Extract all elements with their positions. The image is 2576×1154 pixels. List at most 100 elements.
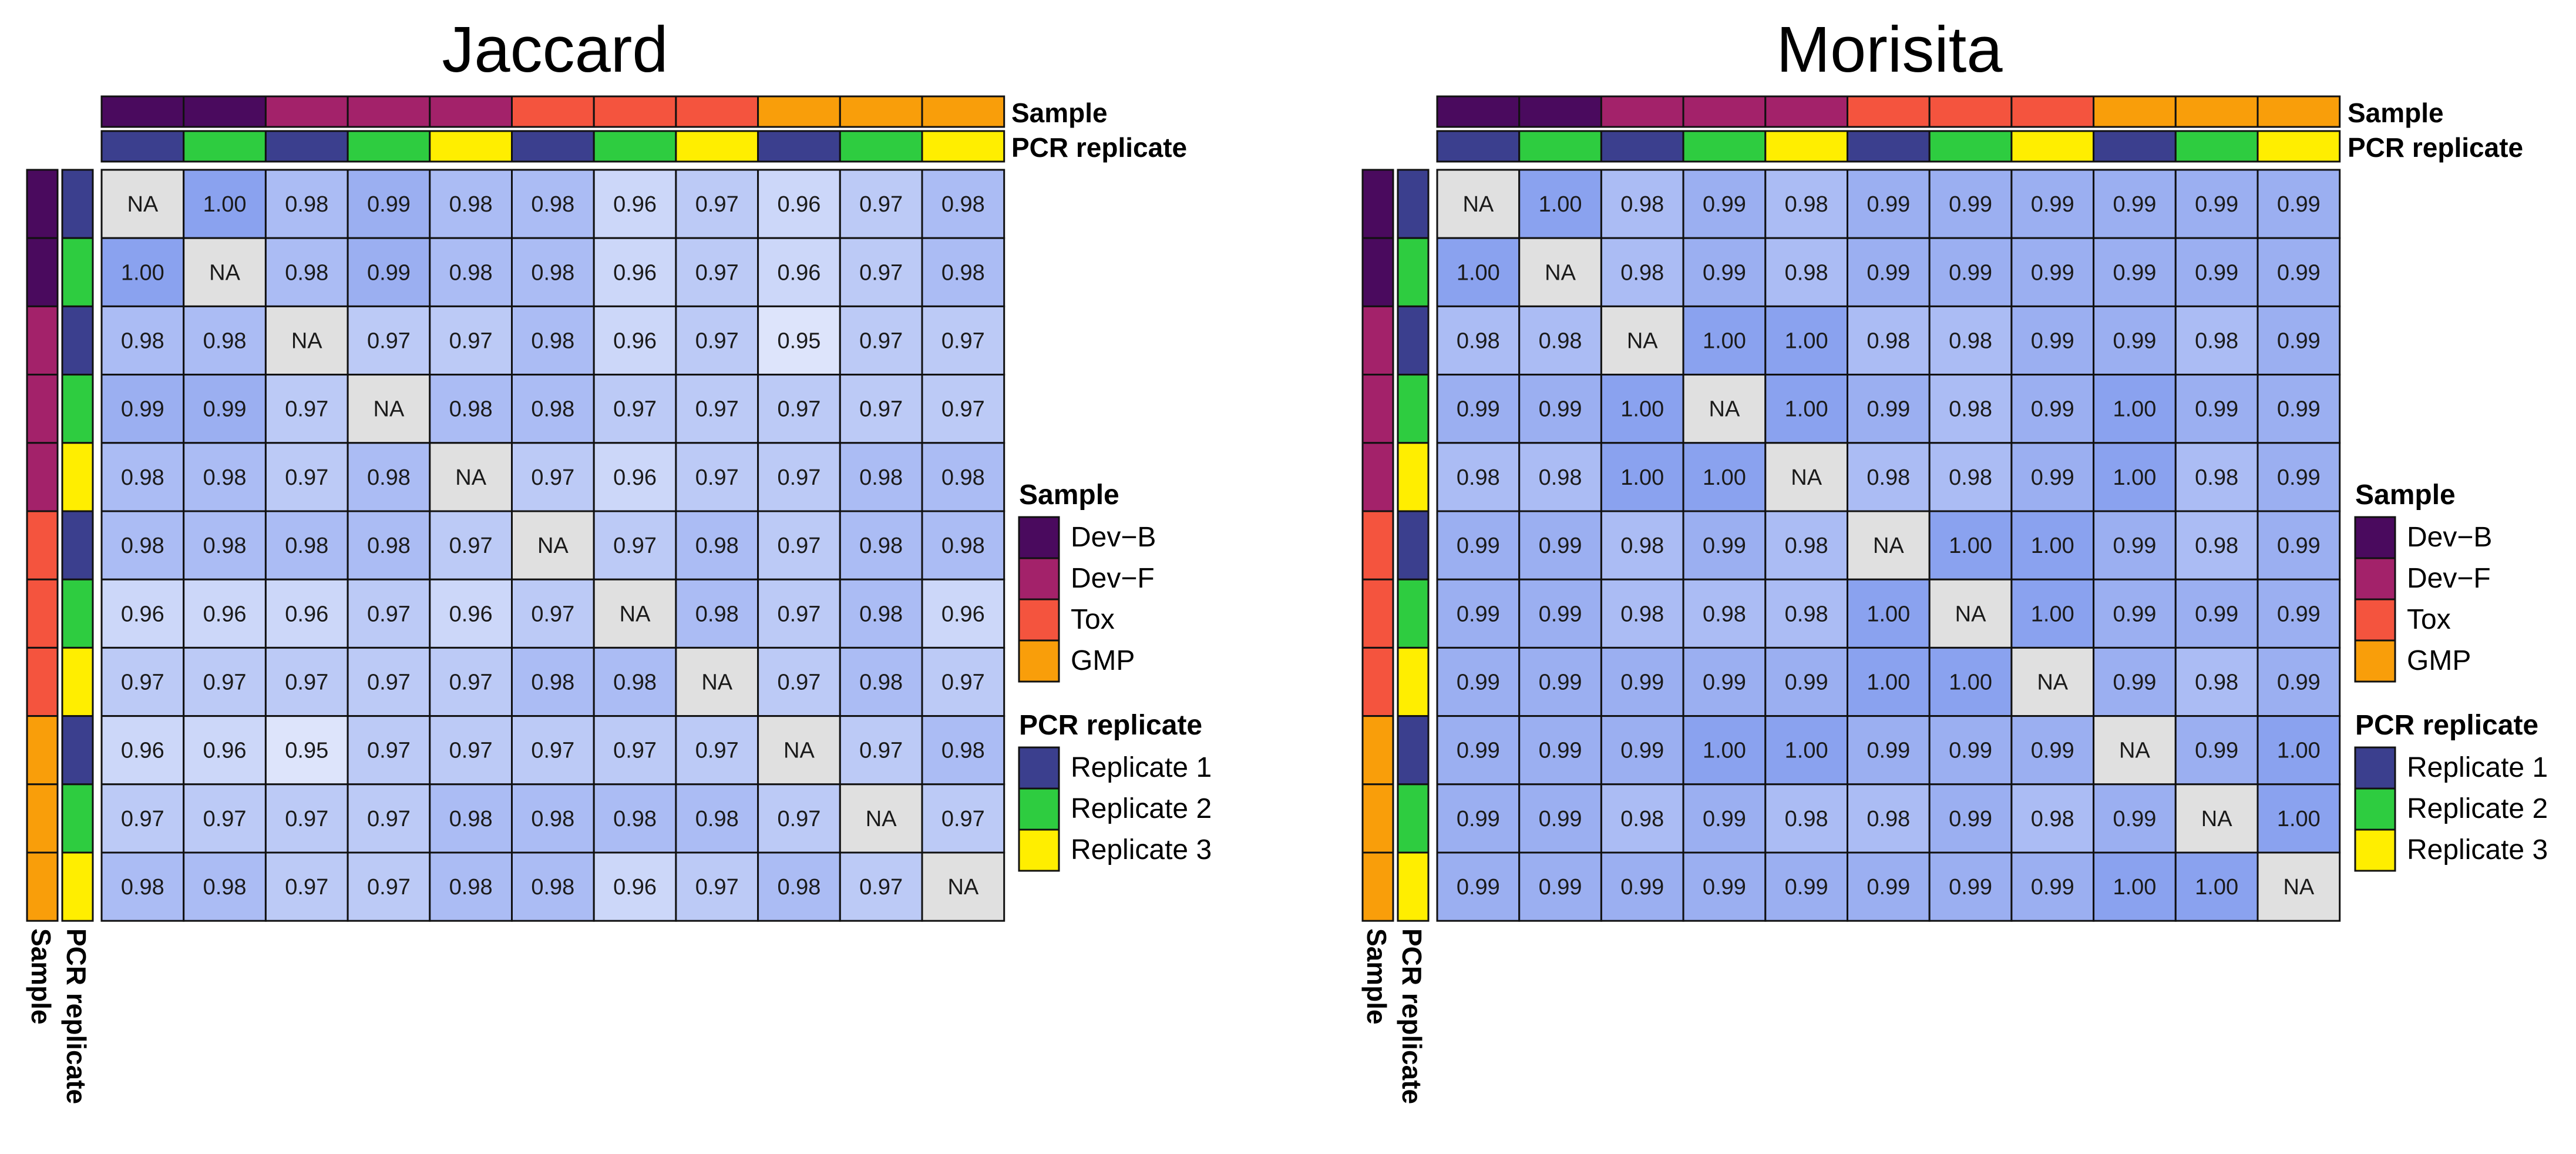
cell-value-label: 0.98	[1785, 534, 1828, 558]
heatmap-cell	[429, 510, 513, 581]
left-pcr-annotation-cell	[61, 510, 94, 581]
cell-value-label: 0.97	[285, 807, 328, 831]
legend-sample-title: Sample	[2355, 479, 2456, 511]
heatmap-cell	[1518, 646, 1602, 717]
heatmap-cell	[1682, 169, 1767, 239]
cell-value-label: 1.00	[1703, 329, 1746, 354]
heatmap-cell	[264, 442, 349, 512]
heatmap-cell	[1436, 715, 1521, 786]
cell-value-label: 0.97	[203, 670, 247, 695]
left-pcr-annotation-cell	[61, 715, 94, 786]
legend-pcr-title: PCR replicate	[2355, 710, 2538, 741]
cell-value-label: 0.95	[285, 739, 328, 763]
cell-value-label: 0.98	[1949, 329, 1992, 354]
cell-value-label: 0.96	[777, 260, 820, 285]
cell-value-label: 0.99	[1949, 739, 1992, 763]
cell-value-label: 0.99	[1539, 534, 1582, 558]
heatmap-cell	[183, 715, 267, 786]
legend-sample-label: Tox	[1071, 604, 1115, 635]
cell-value-label: 0.97	[285, 465, 328, 490]
cell-value-label: 0.99	[1703, 807, 1746, 831]
cell-value-label: 0.99	[1949, 875, 1992, 900]
heatmap-cell	[1847, 305, 1931, 376]
heatmap-cell	[1436, 169, 1521, 239]
cell-value-label: 0.99	[2277, 465, 2321, 490]
heatmap-cell	[1436, 374, 1521, 444]
legend-sample-label: Dev−B	[1071, 522, 1156, 553]
legend-pcr-items: Replicate 1 Replicate 2 Replicate 3	[2354, 746, 2548, 872]
cell-value-label: 0.97	[777, 465, 820, 490]
cell-value-label: 0.97	[531, 602, 574, 626]
heatmap-cell	[1928, 237, 2013, 307]
cell-value-label: 0.99	[1703, 534, 1746, 558]
left-sample-annotation-cell	[26, 578, 59, 649]
heatmap-cell	[429, 646, 513, 717]
heatmap-cell	[2256, 851, 2341, 922]
top-pcr-annotation-cell	[2010, 130, 2095, 163]
left-pcr-annotation-cell	[1397, 783, 1430, 854]
left-pcr-annotation-cell	[1397, 510, 1430, 581]
heatmap-cell	[1928, 510, 2013, 581]
cell-value-label: 0.97	[367, 670, 411, 695]
legend-pcr-swatch	[1018, 787, 1060, 831]
legend-pcr-title: PCR replicate	[1019, 710, 1202, 741]
cell-value-label: 0.98	[2031, 807, 2074, 831]
left-sample-annotation-cell	[26, 646, 59, 717]
left-sample-annotation-cell	[26, 169, 59, 239]
left-sample-annotation-cell	[1361, 851, 1394, 922]
heatmap-cell	[2093, 646, 2177, 717]
cell-value-label: 0.98	[203, 465, 247, 490]
top-pcr-annotation-cell	[839, 130, 923, 163]
left-pcr-annotation-cell	[1397, 578, 1430, 649]
heatmap-cell	[429, 442, 513, 512]
heatmap-cell	[1847, 374, 1931, 444]
heatmap-cell	[2010, 715, 2095, 786]
cell-value-label: 1.00	[1620, 465, 1664, 490]
heatmap-cell	[511, 169, 595, 239]
left-sample-annotation-cell	[1361, 374, 1394, 444]
cell-value-label: 0.98	[531, 260, 574, 285]
cell-value-label: 0.99	[2113, 192, 2156, 217]
heatmap-cell	[511, 578, 595, 649]
heatmap-cell	[2174, 783, 2259, 854]
cell-value-label: 0.99	[1539, 807, 1582, 831]
left-pcr-annotation-cell	[61, 646, 94, 717]
left-pcr-annotation-cell	[1397, 646, 1430, 717]
legend-sample-label: Tox	[2407, 604, 2451, 635]
cell-value-label: 0.99	[367, 192, 411, 217]
cell-value-label: 0.97	[531, 465, 574, 490]
cell-value-label: 0.99	[1457, 670, 1500, 695]
left-pcr-annotation-cell	[1397, 237, 1430, 307]
legend-morisita: Sample Dev−B Dev−F Tox GMP PCR replicate Re…	[2354, 479, 2548, 872]
heatmap-cell	[1764, 715, 1849, 786]
heatmap-cell	[1928, 578, 2013, 649]
cell-value-label: 0.99	[1703, 670, 1746, 695]
top-pcr-annotation-cell	[593, 130, 677, 163]
cell-value-label: 0.96	[121, 739, 164, 763]
cell-value-label: NA	[783, 739, 815, 763]
heatmap-cell	[1518, 237, 1602, 307]
cell-value-label: 1.00	[2277, 739, 2321, 763]
cell-value-label: 0.98	[1620, 260, 1664, 285]
cell-value-label: 0.98	[121, 875, 164, 900]
cell-value-label: 0.97	[367, 602, 411, 626]
left-pcr-annotation-cell	[61, 374, 94, 444]
cell-value-label: NA	[2037, 670, 2068, 695]
left-sample-annotation-cell	[1361, 578, 1394, 649]
left-sample-annotation-cell	[1361, 510, 1394, 581]
heatmap-cell	[2256, 510, 2341, 581]
jaccard-panel: Jaccard Sample PCR replicate Sample PCR …	[26, 14, 1187, 1104]
heatmap-cell	[1847, 646, 1931, 717]
cell-value-label: 0.99	[1949, 192, 1992, 217]
cell-value-label: 0.97	[859, 192, 903, 217]
heatmap-cell	[2256, 783, 2341, 854]
cell-value-label: NA	[1709, 397, 1740, 422]
cell-value-label: 1.00	[1539, 192, 1582, 217]
heatmap-cell	[675, 169, 759, 239]
heatmap-cell	[511, 510, 595, 581]
cell-value-label: 0.98	[695, 534, 739, 558]
cell-value-label: 0.99	[2113, 260, 2156, 285]
heatmap-cell	[839, 646, 923, 717]
heatmap-cell	[264, 851, 349, 922]
cell-value-label: 0.99	[2195, 602, 2238, 626]
